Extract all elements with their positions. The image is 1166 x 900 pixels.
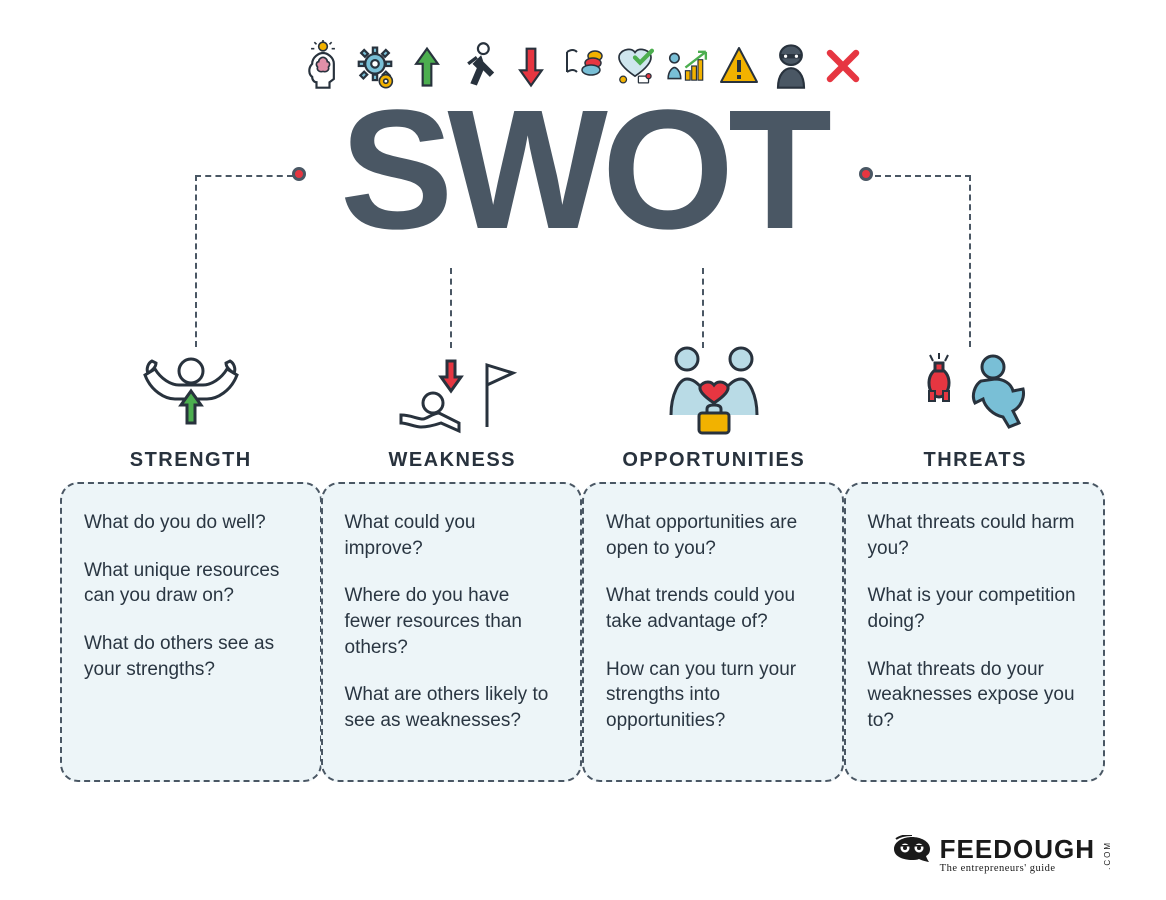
footer-attribution: FEEDOUGH The entrepreneurs' guide .COM bbox=[890, 835, 1112, 876]
columns-container: STRENGTH What do you do well? What uniqu… bbox=[60, 345, 1106, 782]
connector-line bbox=[875, 175, 971, 347]
footer-brand: FEEDOUGH bbox=[940, 836, 1095, 862]
column-strength: STRENGTH What do you do well? What uniqu… bbox=[60, 345, 322, 782]
column-opportunities: OPPORTUNITIES What opportunities are ope… bbox=[583, 345, 845, 782]
column-label: THREATS bbox=[924, 449, 1027, 472]
question-text: What do you do well? bbox=[84, 510, 298, 536]
column-label: WEAKNESS bbox=[388, 449, 516, 472]
question-text: What unique resources can you draw on? bbox=[84, 558, 298, 609]
connector-line bbox=[450, 268, 452, 348]
feedough-logo-icon bbox=[890, 835, 934, 876]
crawling-flag-icon bbox=[387, 345, 517, 437]
card-strength: What do you do well? What unique resourc… bbox=[60, 482, 322, 782]
connector-line bbox=[195, 175, 197, 347]
card-weakness: What could you improve? Where do you hav… bbox=[321, 482, 583, 782]
question-text: What is your competition doing? bbox=[868, 583, 1082, 634]
flex-muscle-icon bbox=[136, 345, 246, 437]
connector-line bbox=[702, 268, 704, 348]
handshake-briefcase-icon bbox=[649, 345, 779, 437]
column-label: OPPORTUNITIES bbox=[622, 449, 805, 472]
bomb-run-icon bbox=[915, 345, 1035, 437]
column-threats: THREATS What threats could harm you? Wha… bbox=[845, 345, 1107, 782]
footer-tagline: The entrepreneurs' guide bbox=[940, 864, 1095, 875]
question-text: What threats could harm you? bbox=[868, 510, 1082, 561]
connector-line bbox=[195, 175, 293, 177]
card-opportunities: What opportunities are open to you? What… bbox=[582, 482, 844, 782]
page-title: SWOT bbox=[0, 85, 1166, 255]
connector-dot-right bbox=[859, 167, 873, 181]
footer-suffix: .COM bbox=[1103, 841, 1112, 870]
question-text: What do others see as your strengths? bbox=[84, 631, 298, 682]
column-label: STRENGTH bbox=[130, 449, 252, 472]
question-text: What opportunities are open to you? bbox=[606, 510, 820, 561]
question-text: What could you improve? bbox=[345, 510, 559, 561]
connector-dot-left bbox=[292, 167, 306, 181]
column-weakness: WEAKNESS What could you improve? Where d… bbox=[322, 345, 584, 782]
card-threats: What threats could harm you? What is you… bbox=[844, 482, 1106, 782]
question-text: What threats do your weaknesses expose y… bbox=[868, 657, 1082, 734]
question-text: What trends could you take advantage of? bbox=[606, 583, 820, 634]
question-text: How can you turn your strengths into opp… bbox=[606, 657, 820, 734]
question-text: What are others likely to see as weaknes… bbox=[345, 682, 559, 733]
question-text: Where do you have fewer resources than o… bbox=[345, 583, 559, 660]
